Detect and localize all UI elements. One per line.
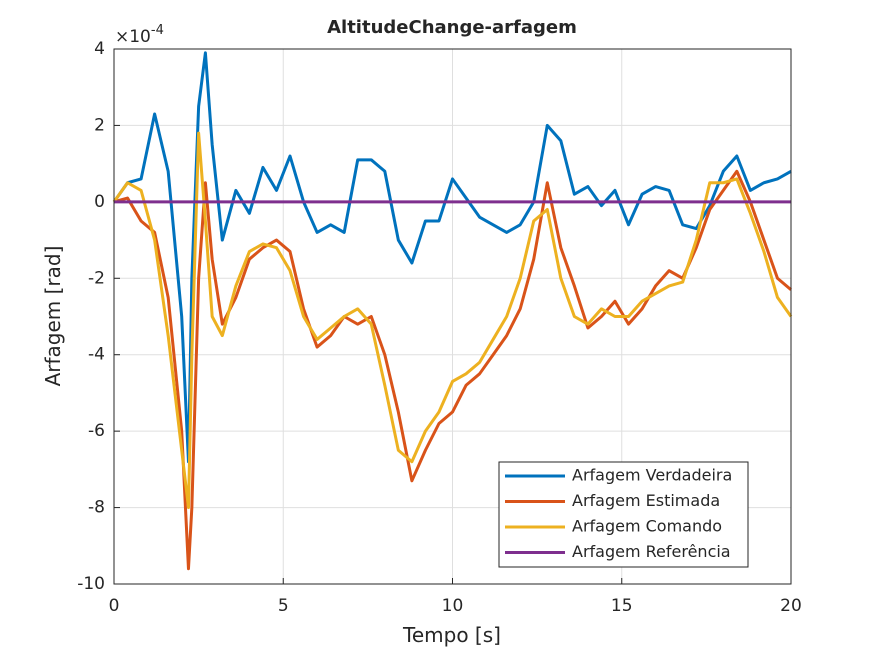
x-tick-label: 5	[278, 596, 289, 616]
y-axis-label: Arfagem [rad]	[41, 246, 65, 387]
y-tick-label: 0	[94, 192, 105, 212]
y-tick-label: 2	[94, 115, 105, 135]
multiplier-exponent: -4	[151, 23, 164, 38]
y-tick-label: -6	[88, 421, 105, 441]
x-tick-label: 15	[611, 596, 633, 616]
legend: Arfagem Verdadeira Arfagem Estimada Arfage…	[498, 461, 749, 568]
y-tick-label: -2	[88, 268, 105, 288]
x-tick-label: 20	[780, 596, 802, 616]
axes-box	[113, 48, 792, 585]
x-axis-label: Tempo [s]	[402, 623, 501, 647]
y-tick-label: -10	[77, 574, 105, 594]
x-tick-label: 10	[442, 596, 464, 616]
y-tick-label: 4	[94, 39, 105, 59]
y-multiplier: ×10-4	[115, 23, 164, 47]
legend-box	[498, 461, 749, 568]
multiplier-base: ×10	[115, 27, 151, 47]
legend-label: Arfagem Comando	[572, 517, 722, 536]
x-tick-label: 0	[109, 596, 120, 616]
chart-title: AltitudeChange-arfagem	[327, 17, 577, 38]
data-line	[112, 131, 793, 510]
legend-label: Arfagem Estimada	[572, 491, 720, 510]
data-line	[112, 51, 792, 464]
legend-label: Arfagem Verdadeira	[572, 466, 732, 485]
y-tick-label: -4	[88, 345, 105, 365]
y-tick-label: -8	[88, 498, 105, 518]
legend-label: Arfagem Referência	[572, 542, 731, 561]
